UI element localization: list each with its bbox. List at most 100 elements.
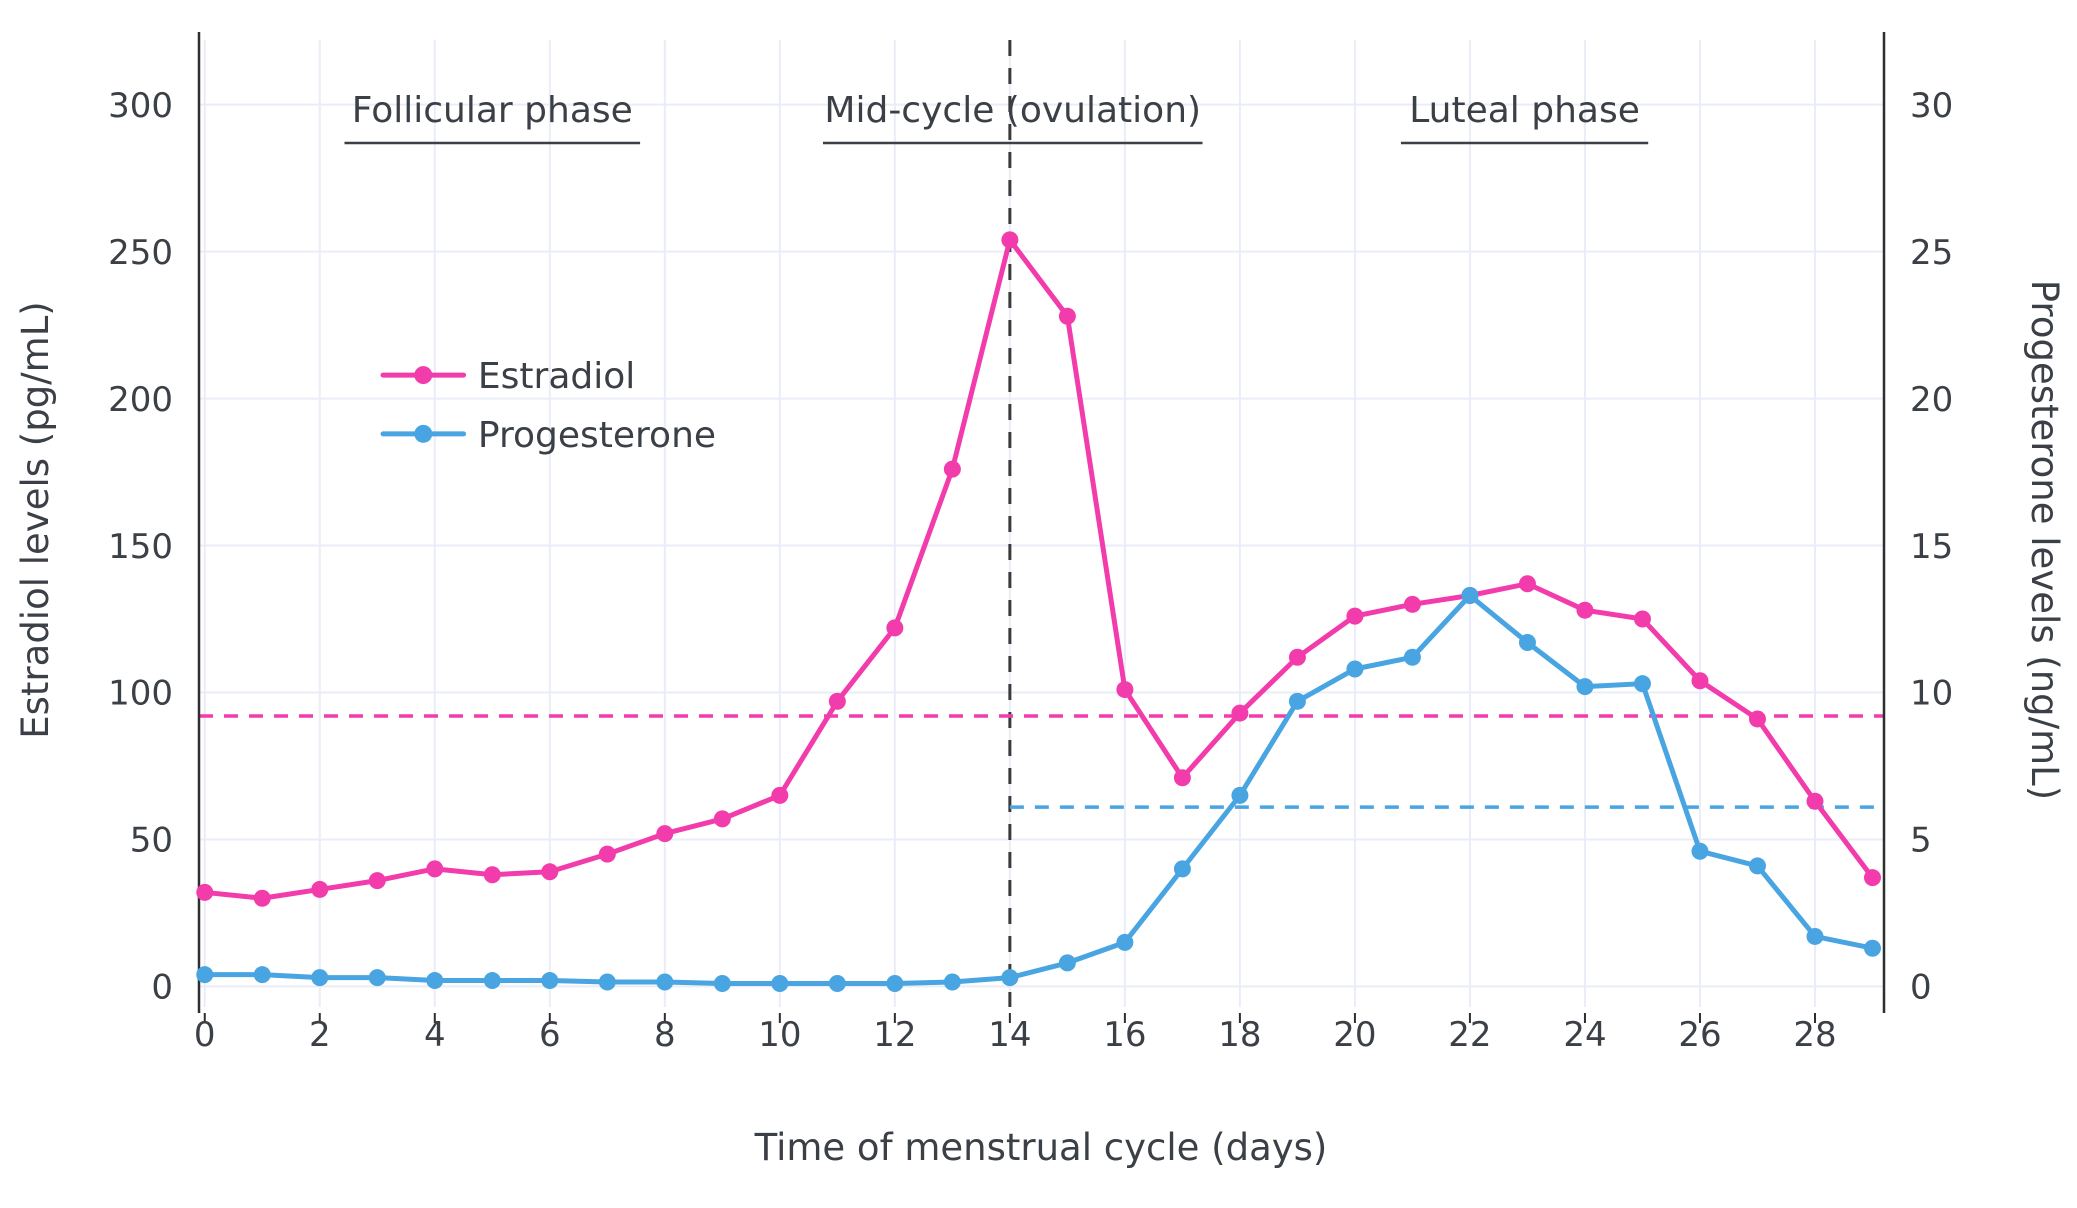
x-tick-label: 22 bbox=[1448, 1015, 1491, 1055]
data-point-estradiol bbox=[1748, 710, 1766, 728]
data-point-estradiol bbox=[426, 860, 444, 878]
legend-label-progesterone: Progesterone bbox=[478, 415, 716, 456]
data-point-estradiol bbox=[771, 786, 789, 804]
data-point-progesterone bbox=[1173, 860, 1191, 878]
data-point-progesterone bbox=[253, 966, 271, 984]
x-tick-label: 14 bbox=[988, 1015, 1031, 1055]
data-point-estradiol bbox=[483, 866, 501, 884]
legend-label-estradiol: Estradiol bbox=[478, 356, 635, 397]
data-point-progesterone bbox=[656, 973, 674, 991]
data-point-estradiol bbox=[1863, 869, 1881, 887]
axis-titles: Time of menstrual cycle (days) Estradiol… bbox=[14, 280, 2066, 1169]
data-point-estradiol bbox=[311, 880, 329, 898]
left-y-tick-label: 50 bbox=[130, 821, 173, 861]
data-point-progesterone bbox=[1403, 648, 1421, 666]
legend: Estradiol Progesterone bbox=[380, 356, 716, 456]
axes-layer: 0 2 4 6 8 10 12 14 16 18 20 22 24 26 28050100150200250… bbox=[108, 32, 1953, 1055]
x-axis-title: Time of menstrual cycle (days) bbox=[754, 1126, 1328, 1169]
left-y-tick-label: 250 bbox=[108, 233, 173, 273]
right-y-tick-label: 20 bbox=[1910, 380, 1953, 420]
data-point-progesterone bbox=[598, 973, 616, 991]
data-point-progesterone bbox=[541, 972, 559, 990]
data-point-estradiol bbox=[1288, 648, 1306, 666]
data-point-estradiol bbox=[1576, 601, 1594, 619]
data-point-progesterone bbox=[1001, 969, 1019, 987]
legend-marker-progesterone bbox=[414, 424, 433, 443]
data-point-progesterone bbox=[828, 974, 846, 992]
data-point-progesterone bbox=[1116, 933, 1134, 951]
phase-label-2: Luteal phase bbox=[1409, 90, 1640, 131]
data-point-progesterone bbox=[1806, 927, 1824, 945]
data-point-estradiol bbox=[828, 692, 846, 710]
data-point-estradiol bbox=[943, 460, 961, 478]
x-tick-label: 10 bbox=[758, 1015, 801, 1055]
data-point-progesterone bbox=[1633, 675, 1651, 693]
data-point-progesterone bbox=[1231, 786, 1249, 804]
data-point-estradiol bbox=[1806, 792, 1824, 810]
series-line-estradiol bbox=[202, 237, 1875, 901]
legend-marker-estradiol bbox=[414, 366, 433, 385]
data-point-estradiol bbox=[713, 810, 731, 828]
phase-label-0: Follicular phase bbox=[352, 90, 633, 131]
x-tick-label: 4 bbox=[424, 1015, 446, 1055]
data-point-progesterone bbox=[943, 973, 961, 991]
data-point-progesterone bbox=[1691, 842, 1709, 860]
x-tick-label: 18 bbox=[1218, 1015, 1261, 1055]
data-point-estradiol bbox=[368, 872, 386, 890]
data-point-estradiol bbox=[1403, 595, 1421, 613]
right-y-tick-label: 25 bbox=[1910, 233, 1953, 273]
data-point-progesterone bbox=[886, 974, 904, 992]
right-axis-title: Progesterone levels (ng/mL) bbox=[2023, 280, 2066, 800]
x-tick-label: 24 bbox=[1563, 1015, 1606, 1055]
data-point-progesterone bbox=[1461, 587, 1479, 605]
data-point-estradiol bbox=[196, 883, 214, 901]
data-point-progesterone bbox=[483, 972, 501, 990]
right-y-tick-label: 5 bbox=[1910, 821, 1932, 861]
left-y-tick-label: 100 bbox=[108, 674, 173, 714]
x-tick-label: 0 bbox=[194, 1015, 216, 1055]
x-tick-label: 26 bbox=[1678, 1015, 1721, 1055]
right-y-tick-label: 0 bbox=[1910, 968, 1932, 1008]
annotation-layer: Follicular phase Mid-cycle (ovulation) Lut… bbox=[199, 40, 1884, 1007]
series-line-progesterone bbox=[202, 593, 1875, 986]
data-point-progesterone bbox=[1058, 954, 1076, 972]
x-tick-label: 28 bbox=[1793, 1015, 1836, 1055]
data-point-estradiol bbox=[253, 889, 271, 907]
data-point-estradiol bbox=[1116, 681, 1134, 699]
left-y-tick-label: 200 bbox=[108, 380, 173, 420]
data-point-progesterone bbox=[1346, 660, 1364, 678]
right-y-tick-label: 10 bbox=[1910, 674, 1953, 714]
data-point-estradiol bbox=[1173, 769, 1191, 787]
data-point-progesterone bbox=[311, 969, 329, 987]
data-point-estradiol bbox=[1058, 307, 1076, 325]
data-point-progesterone bbox=[771, 974, 789, 992]
left-y-tick-label: 0 bbox=[151, 968, 173, 1008]
right-y-tick-label: 15 bbox=[1910, 527, 1953, 567]
left-y-tick-label: 150 bbox=[108, 527, 173, 567]
x-tick-label: 20 bbox=[1333, 1015, 1376, 1055]
left-y-tick-label: 300 bbox=[108, 86, 173, 126]
x-tick-label: 8 bbox=[654, 1015, 676, 1055]
x-tick-label: 16 bbox=[1103, 1015, 1146, 1055]
data-point-estradiol bbox=[541, 863, 559, 881]
x-tick-label: 12 bbox=[873, 1015, 916, 1055]
data-point-progesterone bbox=[713, 974, 731, 992]
series-layer bbox=[196, 231, 1881, 992]
x-tick-label: 6 bbox=[539, 1015, 561, 1055]
data-point-estradiol bbox=[1518, 575, 1536, 593]
right-y-tick-label: 30 bbox=[1910, 86, 1953, 126]
left-axis-title: Estradiol levels (pg/mL) bbox=[14, 301, 57, 738]
data-point-estradiol bbox=[1346, 607, 1364, 625]
data-point-progesterone bbox=[1748, 857, 1766, 875]
data-point-estradiol bbox=[1691, 672, 1709, 690]
data-point-estradiol bbox=[598, 845, 616, 863]
data-point-progesterone bbox=[1576, 678, 1594, 696]
data-point-estradiol bbox=[1231, 704, 1249, 722]
data-point-progesterone bbox=[426, 972, 444, 990]
grid-layer bbox=[199, 40, 1884, 1007]
data-point-progesterone bbox=[1863, 939, 1881, 957]
data-point-progesterone bbox=[196, 966, 214, 984]
data-point-progesterone bbox=[1288, 692, 1306, 710]
